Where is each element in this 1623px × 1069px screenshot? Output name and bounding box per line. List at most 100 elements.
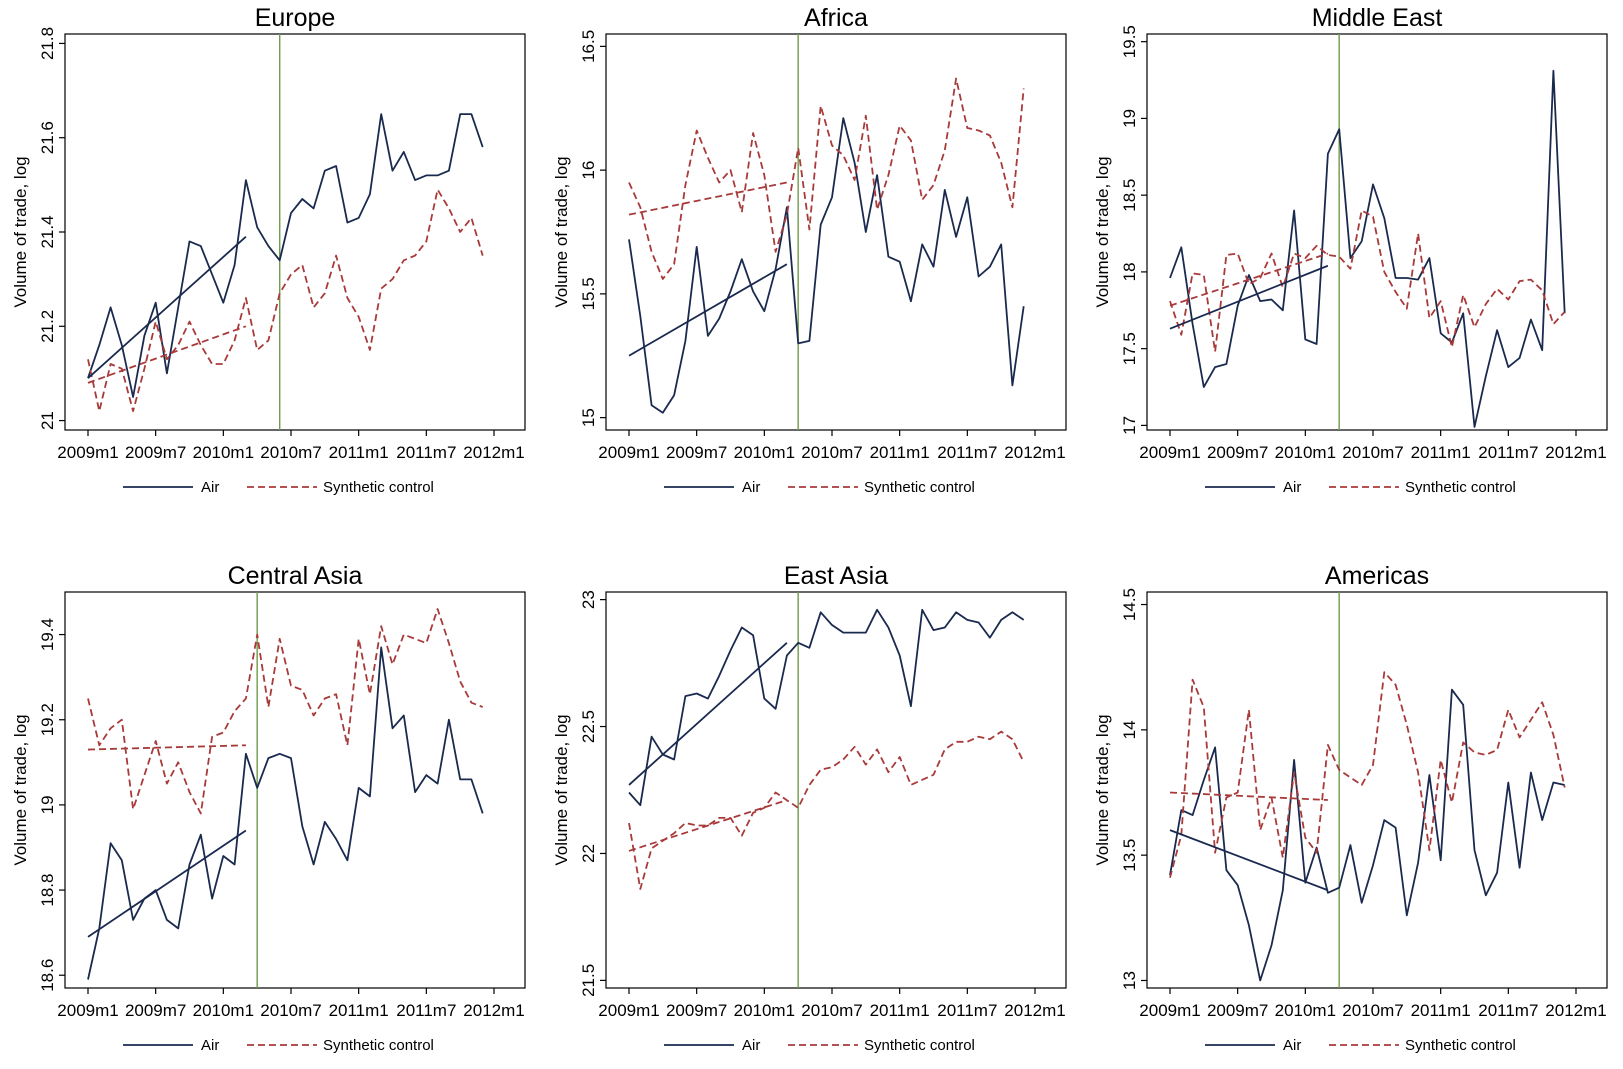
x-tick-label: 2010m1 — [193, 1001, 254, 1020]
y-tick-label: 18.8 — [38, 874, 57, 907]
synthetic-trend-line — [87, 325, 247, 384]
legend-air-label: Air — [742, 1037, 760, 1054]
y-tick-label: 19 — [1120, 109, 1139, 128]
x-tick-label: 2010m1 — [1275, 443, 1336, 462]
x-tick-label: 2010m7 — [1342, 443, 1403, 462]
x-tick-label: 2012m1 — [463, 443, 524, 462]
legend-synthetic-label: Synthetic control — [323, 1037, 434, 1054]
plot-frame — [1146, 591, 1608, 989]
series-air-line — [87, 646, 484, 980]
chart-title: Africa — [804, 4, 868, 32]
y-tick-label: 14 — [1120, 720, 1139, 739]
synthetic-trend-line — [628, 181, 788, 216]
y-tick-label: 16 — [579, 161, 598, 180]
x-tick-label: 2011m1 — [870, 1001, 930, 1020]
y-tick-label: 22.5 — [579, 710, 598, 743]
plot-frame — [605, 591, 1067, 989]
x-tick-label: 2012m1 — [463, 1001, 524, 1020]
x-tick-label: 2009m1 — [1139, 443, 1200, 462]
y-tick-label: 17.5 — [1120, 332, 1139, 365]
legend-air-label: Air — [201, 1037, 219, 1054]
y-tick-label: 19 — [38, 795, 57, 814]
x-tick-label: 2011m7 — [937, 443, 997, 462]
chart-title: Europe — [255, 4, 336, 32]
series-air-line — [628, 608, 1025, 807]
x-tick-label: 2009m7 — [125, 1001, 186, 1020]
synthetic-trend-line — [628, 799, 788, 852]
y-tick-label: 18 — [1120, 262, 1139, 281]
x-tick-label: 2011m1 — [329, 443, 389, 462]
chart-title: Americas — [1325, 562, 1429, 590]
synthetic-trend-line — [1169, 791, 1328, 801]
plot-frame — [1146, 33, 1608, 431]
series-air-line — [1169, 688, 1565, 982]
chart-panel-middle-east: Middle East 17 17.5 18 18.5 19 19.5 Volume of t… — [1093, 4, 1608, 496]
y-tick-label: 21.8 — [38, 27, 57, 60]
y-tick-label: 18.6 — [38, 959, 57, 992]
x-tick-label: 2012m1 — [1545, 1001, 1606, 1020]
y-axis-label: Volume of trade, log — [552, 156, 571, 307]
x-tick-label: 2009m1 — [598, 443, 659, 462]
series-air-line — [87, 113, 484, 398]
x-tick-label: 2011m1 — [329, 1001, 389, 1020]
x-tick-label: 2009m7 — [125, 443, 186, 462]
series-synthetic-line — [87, 608, 484, 815]
series-synthetic-line — [628, 77, 1025, 280]
plot-frame — [64, 33, 526, 431]
x-tick-label: 2011m1 — [1411, 443, 1471, 462]
chart-panel-central-asia: Central Asia 18.6 18.8 19 19.2 19.4 Volume of … — [11, 562, 526, 1054]
legend: Air Synthetic control — [1205, 479, 1516, 496]
legend-synthetic-label: Synthetic control — [864, 1037, 975, 1054]
chart-title: East Asia — [784, 562, 888, 590]
x-tick-label: 2010m1 — [734, 443, 795, 462]
y-tick-label: 19.4 — [38, 618, 57, 651]
y-axis-label: Volume of trade, log — [552, 714, 571, 865]
y-tick-label: 21.2 — [38, 310, 57, 343]
series-air-line — [628, 117, 1025, 414]
y-tick-label: 19.2 — [38, 703, 57, 736]
y-axis-label: Volume of trade, log — [11, 714, 30, 865]
air-trend-line — [628, 263, 788, 357]
series-synthetic-line — [87, 188, 484, 413]
chart-panel-east-asia: East Asia 21.5 22 22.5 23 Volume of trade, lo… — [552, 562, 1067, 1054]
x-tick-label: 2011m7 — [937, 1001, 997, 1020]
legend-air-label: Air — [201, 479, 219, 496]
x-tick-label: 2009m7 — [666, 1001, 727, 1020]
legend-synthetic-label: Synthetic control — [323, 479, 434, 496]
synthetic-trend-line — [1169, 252, 1329, 307]
chart-panel-europe: Europe 21 21.2 21.4 21.6 21.8 Volume of trade,… — [11, 4, 526, 496]
x-tick-label: 2011m7 — [396, 443, 456, 462]
x-tick-label: 2009m1 — [598, 1001, 659, 1020]
x-tick-label: 2009m1 — [57, 443, 118, 462]
x-tick-label: 2011m7 — [1478, 443, 1538, 462]
chart-panel-africa: Africa 15 15.5 16 16.5 Volume of trade, log 20… — [552, 4, 1067, 496]
y-tick-label: 23 — [579, 590, 598, 609]
chart-panel-americas: Americas 13 13.5 14 14.5 Volume of trade, log… — [1093, 562, 1608, 1054]
legend-air-label: Air — [742, 479, 760, 496]
plot-frame — [605, 33, 1067, 431]
legend: Air Synthetic control — [664, 1037, 975, 1054]
x-tick-label: 2009m7 — [1207, 443, 1268, 462]
x-tick-label: 2009m7 — [1207, 1001, 1268, 1020]
y-tick-label: 17 — [1120, 416, 1139, 435]
y-tick-label: 14.5 — [1120, 588, 1139, 621]
y-axis-label: Volume of trade, log — [1093, 156, 1112, 307]
y-tick-label: 13.5 — [1120, 839, 1139, 872]
air-trend-line — [87, 829, 247, 938]
x-tick-label: 2010m1 — [193, 443, 254, 462]
legend-synthetic-label: Synthetic control — [1405, 1037, 1516, 1054]
y-tick-label: 22 — [579, 844, 598, 863]
x-tick-label: 2012m1 — [1545, 443, 1606, 462]
y-tick-label: 19.5 — [1120, 25, 1139, 58]
y-tick-label: 21 — [38, 411, 57, 430]
x-tick-label: 2011m7 — [1478, 1001, 1538, 1020]
air-trend-line — [628, 642, 788, 786]
x-tick-label: 2010m1 — [1275, 1001, 1336, 1020]
legend: Air Synthetic control — [1205, 1037, 1516, 1054]
y-axis-label: Volume of trade, log — [1093, 714, 1112, 865]
x-tick-label: 2010m1 — [734, 1001, 795, 1020]
legend-air-label: Air — [1283, 1037, 1301, 1054]
chart-title: Middle East — [1312, 4, 1443, 32]
synthetic-trend-line — [87, 744, 246, 751]
